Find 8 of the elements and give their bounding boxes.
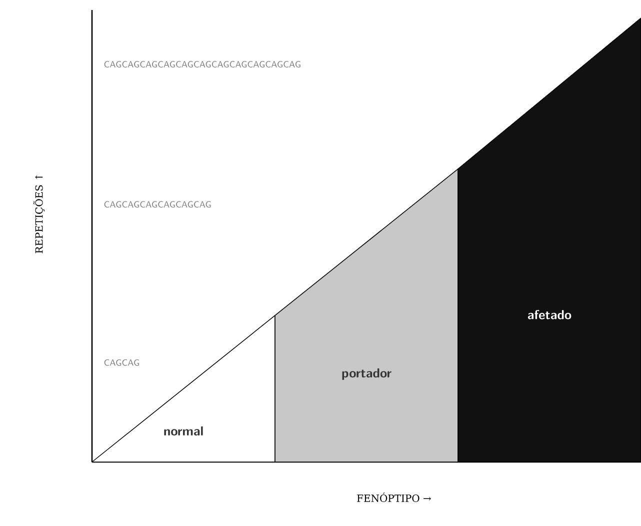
- annotation: CAGCAGCAGCAGCAGCAG: [104, 201, 211, 208]
- annotation: CAGCAGCAGCAGCAGCAGCAGCAGCAGCAGCAG: [104, 61, 300, 68]
- x-axis-title: FENÓPTIPO →: [357, 492, 431, 502]
- series-label: portador: [342, 368, 392, 380]
- annotation: CAGCAG: [104, 359, 140, 366]
- series-label: normal: [164, 426, 203, 436]
- y-axis-title: REPETIÇÕES ↑: [33, 175, 45, 254]
- series-label: afetado: [528, 310, 572, 320]
